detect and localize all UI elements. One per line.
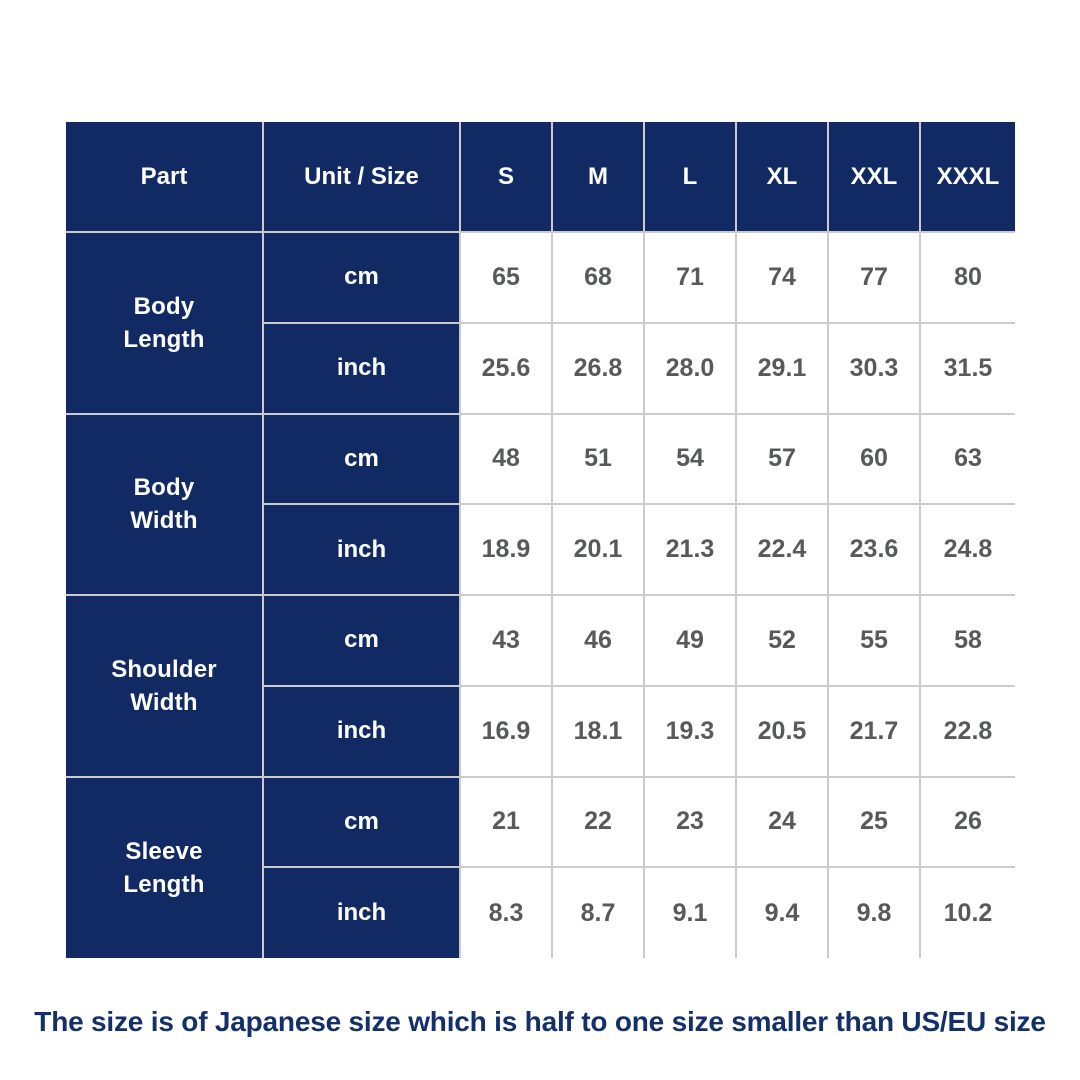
unit-cell-inch: inch [262, 321, 461, 415]
size-chart-table: Part Unit / Size S M L XL XXL XXXL Body … [65, 121, 1016, 959]
value-cell: 24 [735, 775, 829, 869]
value-cell: 21.3 [643, 503, 737, 596]
value-cell: 58 [919, 594, 1016, 687]
value-cell: 29.1 [735, 321, 829, 415]
value-cell: 49 [643, 594, 737, 687]
table-row: inch 25.6 26.8 28.0 29.1 30.3 31.5 [66, 321, 1016, 415]
unit-cell-inch: inch [262, 684, 461, 778]
unit-cell-cm: cm [262, 412, 461, 506]
value-cell: 80 [919, 231, 1016, 324]
table-row: Body Length cm 65 68 71 74 77 80 [65, 231, 1016, 415]
header-row: Part Unit / Size S M L XL XXL XXXL [65, 121, 1016, 233]
table-row: inch 8.3 8.7 9.1 9.4 9.8 10.2 [66, 866, 1016, 959]
value-cell: 22.8 [919, 684, 1016, 778]
value-cell: 31.5 [919, 321, 1016, 415]
col-header-s: S [459, 121, 553, 233]
table-row: inch 16.9 18.1 19.3 20.5 21.7 22.8 [66, 684, 1016, 778]
table-row: Shoulder Width cm 43 46 49 52 55 58 [65, 594, 1016, 778]
table-row: inch 18.9 20.1 21.3 22.4 23.6 24.8 [66, 503, 1016, 596]
value-cell: 18.1 [551, 684, 645, 778]
value-cell: 63 [919, 412, 1016, 506]
value-cell: 54 [643, 412, 737, 506]
part-label-body-length: Body Length [65, 231, 264, 415]
value-cell: 52 [735, 594, 829, 687]
value-cell: 8.7 [551, 866, 645, 959]
value-cell: 68 [551, 231, 645, 324]
value-cell: 28.0 [643, 321, 737, 415]
value-cell: 74 [735, 231, 829, 324]
value-cell: 20.5 [735, 684, 829, 778]
value-cell: 22.4 [735, 503, 829, 596]
part-label-shoulder-width: Shoulder Width [65, 594, 264, 778]
value-cell: 25.6 [459, 321, 553, 415]
value-cell: 51 [551, 412, 645, 506]
value-cell: 9.1 [643, 866, 737, 959]
col-header-l: L [643, 121, 737, 233]
value-cell: 60 [827, 412, 921, 506]
value-cell: 77 [827, 231, 921, 324]
value-cell: 20.1 [551, 503, 645, 596]
value-cell: 46 [551, 594, 645, 687]
value-cell: 55 [827, 594, 921, 687]
value-cell: 9.8 [827, 866, 921, 959]
size-footnote: The size is of Japanese size which is ha… [34, 1006, 1046, 1037]
value-cell: 23 [643, 775, 737, 869]
value-cell: 71 [643, 231, 737, 324]
col-header-m: M [551, 121, 645, 233]
value-cell: 23.6 [827, 503, 921, 596]
value-cell: 30.3 [827, 321, 921, 415]
table-row: Body Width cm 48 51 54 57 60 63 [65, 412, 1016, 596]
col-header-part: Part [65, 121, 264, 233]
unit-cell-cm: cm [262, 594, 461, 687]
value-cell: 9.4 [735, 866, 829, 959]
value-cell: 43 [459, 594, 553, 687]
value-cell: 26.8 [551, 321, 645, 415]
unit-cell-cm: cm [262, 775, 461, 869]
value-cell: 16.9 [459, 684, 553, 778]
value-cell: 48 [459, 412, 553, 506]
value-cell: 10.2 [919, 866, 1016, 959]
table-row: Sleeve Length cm 21 22 23 24 25 26 [65, 775, 1016, 959]
part-label-sleeve-length: Sleeve Length [65, 775, 264, 959]
value-cell: 65 [459, 231, 553, 324]
part-label-body-width: Body Width [65, 412, 264, 596]
col-header-xl: XL [735, 121, 829, 233]
value-cell: 26 [919, 775, 1016, 869]
unit-cell-inch: inch [262, 503, 461, 596]
value-cell: 18.9 [459, 503, 553, 596]
value-cell: 57 [735, 412, 829, 506]
value-cell: 19.3 [643, 684, 737, 778]
unit-cell-cm: cm [262, 231, 461, 324]
col-header-xxxl: XXXL [919, 121, 1016, 233]
value-cell: 21.7 [827, 684, 921, 778]
col-header-unit-size: Unit / Size [262, 121, 461, 233]
value-cell: 21 [459, 775, 553, 869]
value-cell: 22 [551, 775, 645, 869]
col-header-xxl: XXL [827, 121, 921, 233]
unit-cell-inch: inch [262, 866, 461, 959]
value-cell: 24.8 [919, 503, 1016, 596]
value-cell: 8.3 [459, 866, 553, 959]
value-cell: 25 [827, 775, 921, 869]
